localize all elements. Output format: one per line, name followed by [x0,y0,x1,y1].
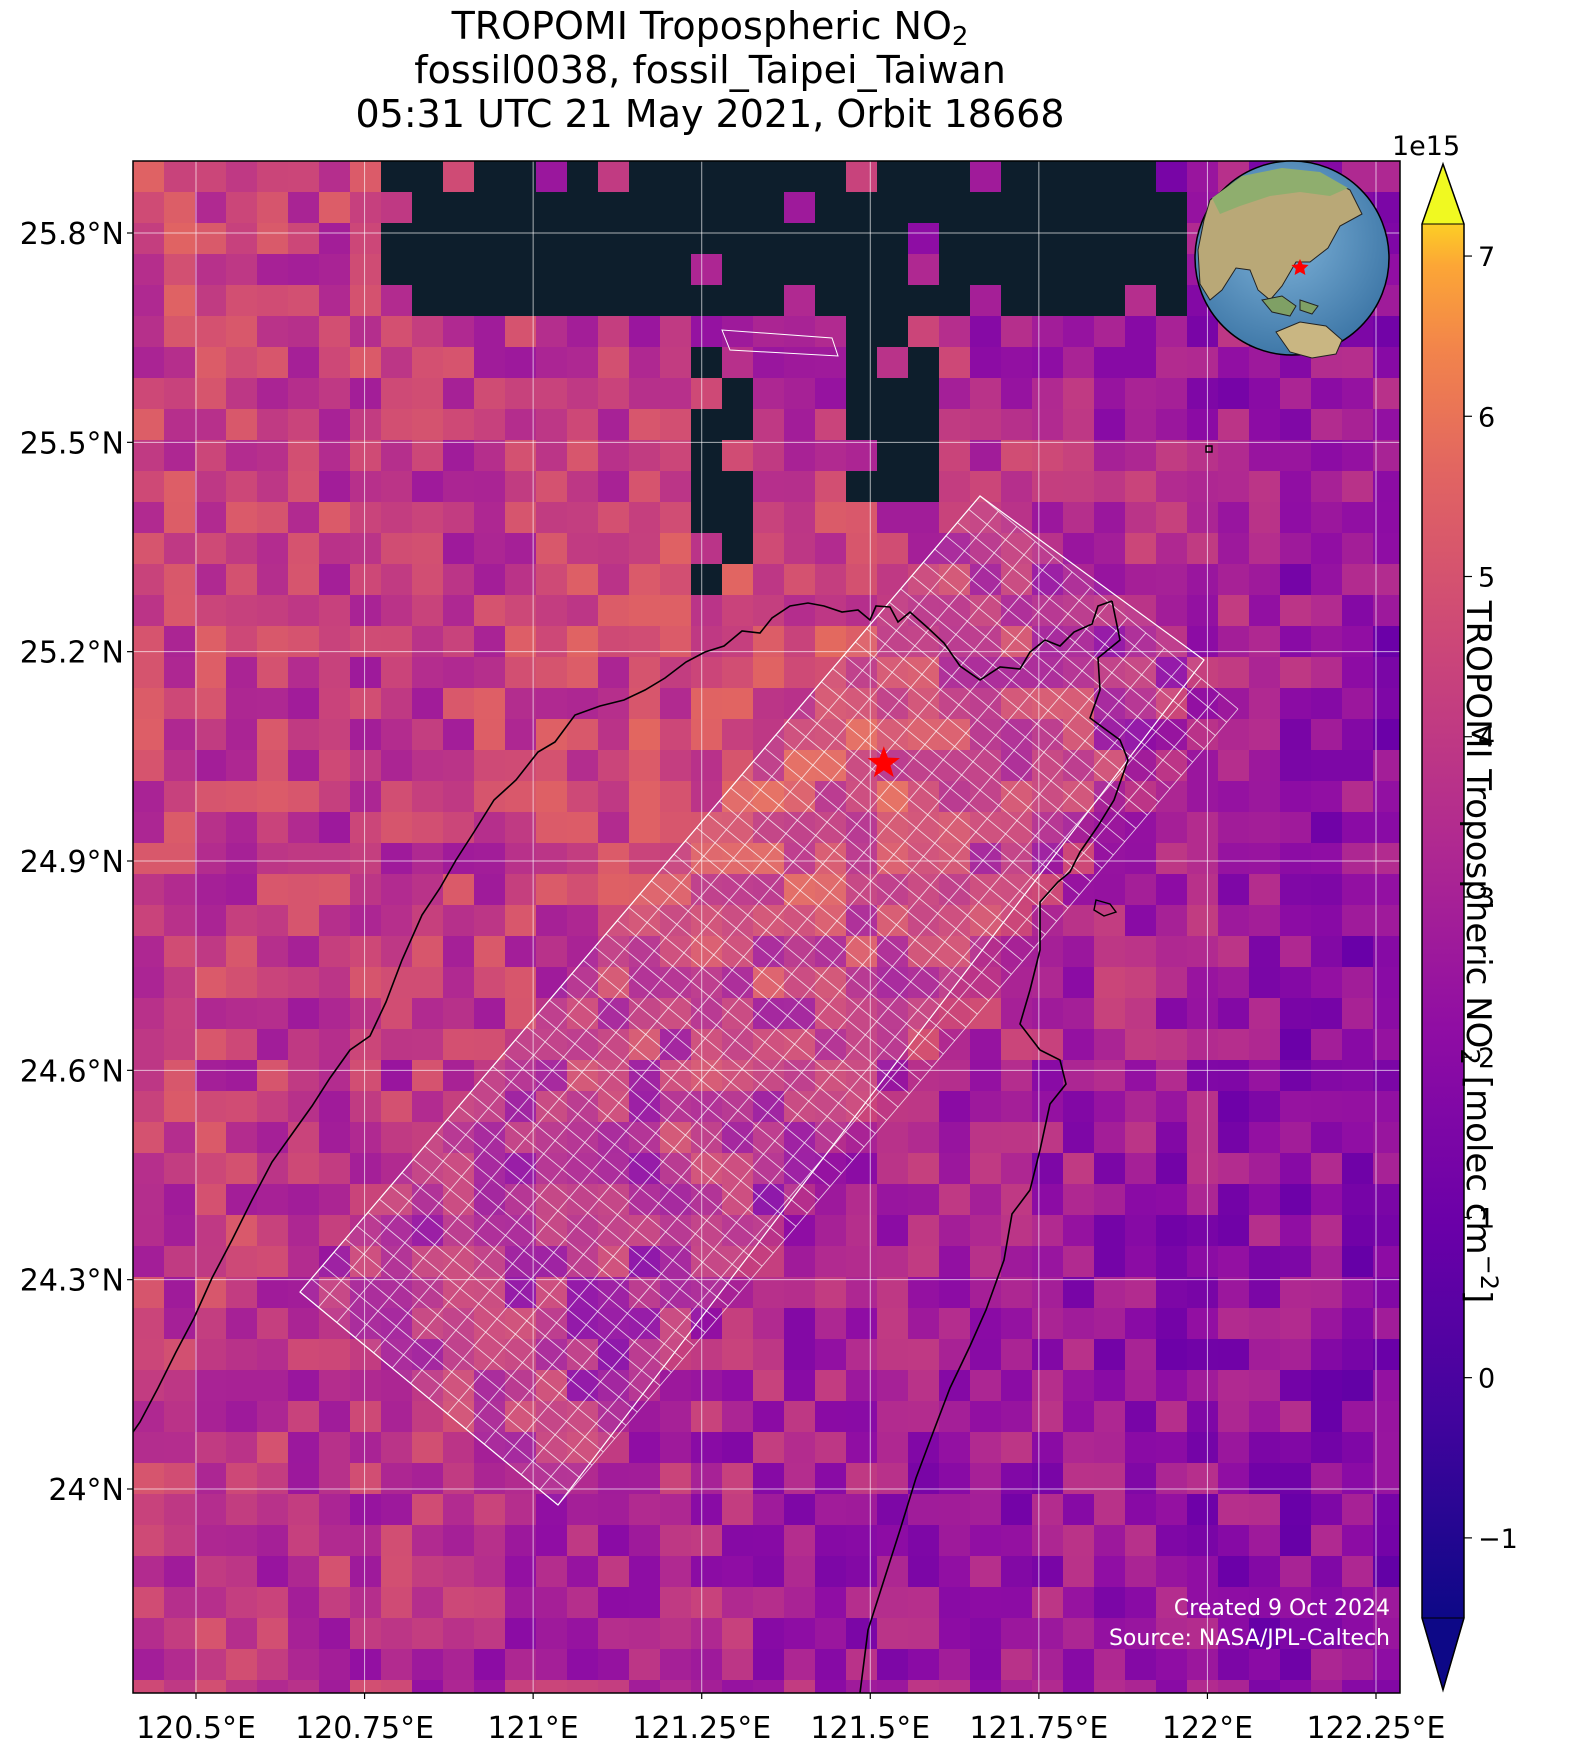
islet-outline [1205,445,1213,453]
map-area[interactable] [133,161,1405,1712]
target-footprint-mesh [299,329,1239,1506]
island-outline [1093,899,1118,917]
no2-pixel-layer [133,161,1400,1693]
lat-tick-label: 24.9°N [20,845,124,880]
colorbar-tick-label: 7 [1478,242,1495,273]
lat-tick-label: 25.2°N [20,636,124,671]
target-star-marker [867,746,900,778]
lat-tick-label: 25.5°N [20,426,124,461]
taiwan-east-coastline [859,600,1129,1693]
longitude-tick-labels: 120.5°E 120.75°E 121°E 121.25°E 121.5°E 121.7… [136,1693,1445,1746]
created-date: Created 9 Oct 2024 [1173,1596,1390,1621]
red-star-icon [867,746,900,778]
coastline [133,445,1213,1693]
lon-tick-label: 121.25°E [632,1711,771,1746]
lon-tick-label: 122.25°E [1307,1711,1446,1746]
colorbar-tick-label: 5 [1478,563,1495,594]
lat-tick-label: 25.8°N [20,217,124,252]
graticule [133,161,1400,1693]
colorbar-tick-label: 4 [1478,723,1495,754]
globe-siberia-green [1212,168,1348,214]
colorbar-tick-label: 0 [1478,1364,1495,1395]
lon-tick-label: 121°E [488,1711,579,1746]
map-frame [132,160,1401,1694]
title-line-3: 05:31 UTC 21 May 2021, Orbit 18668 [355,92,1065,136]
lon-tick-label: 121.5°E [810,1711,930,1746]
lat-tick-label: 24.3°N [20,1264,124,1299]
colorbar-tick-label: 6 [1478,402,1495,433]
credits: Created 9 Oct 2024 Source: NASA/JPL-Calt… [1109,1594,1390,1654]
colorbar-gradient [1422,224,1464,1618]
colorbar-tick-label: 1 [1478,1203,1495,1234]
colorbar-extend-min [1421,1617,1465,1692]
colorbar-scale-multiplier: 1e15 [1392,131,1461,162]
colorbar-tick-label: 3 [1478,883,1495,914]
colorbar-label: TROPOMI Tropospheric NO2 [molec cm−2] [1454,600,1503,1304]
colorbar-ticks: −1 0 1 2 3 4 5 6 7 [1464,242,1518,1555]
colorbar-extend-max [1421,162,1465,225]
colorbar-tick-label: 2 [1478,1043,1495,1074]
colorbar-tick-label: −1 [1478,1524,1518,1555]
globe-indonesia-land [1261,295,1319,317]
colorbar: −1 0 1 2 3 4 5 6 7 [1421,161,1518,1693]
globe-star-icon [1291,259,1309,275]
globe-inset [1194,160,1390,359]
data-source: Source: NASA/JPL-Caltech [1108,1626,1390,1651]
lon-tick-label: 122°E [1162,1711,1253,1746]
lon-tick-label: 120.75°E [295,1711,434,1746]
chart-title: TROPOMI Tropospheric NO2 fossil0038, fos… [0,4,1420,136]
latitude-tick-labels: 25.8°N 25.5°N 25.2°N 24.9°N 24.6°N 24.3°N 24°N [20,217,133,1508]
lon-tick-label: 121.75°E [969,1711,1108,1746]
colorbar-outline [1421,161,1465,1693]
globe-australia-land [1275,321,1343,359]
title-line-2: fossil0038, fossil_Taipei_Taiwan [414,48,1006,92]
lat-tick-label: 24.6°N [20,1054,124,1089]
lat-tick-label: 24°N [48,1473,124,1508]
title-line-1: TROPOMI Tropospheric NO2 [451,4,969,52]
taiwan-coastline [133,600,1113,1433]
lon-tick-label: 120.5°E [136,1711,256,1746]
